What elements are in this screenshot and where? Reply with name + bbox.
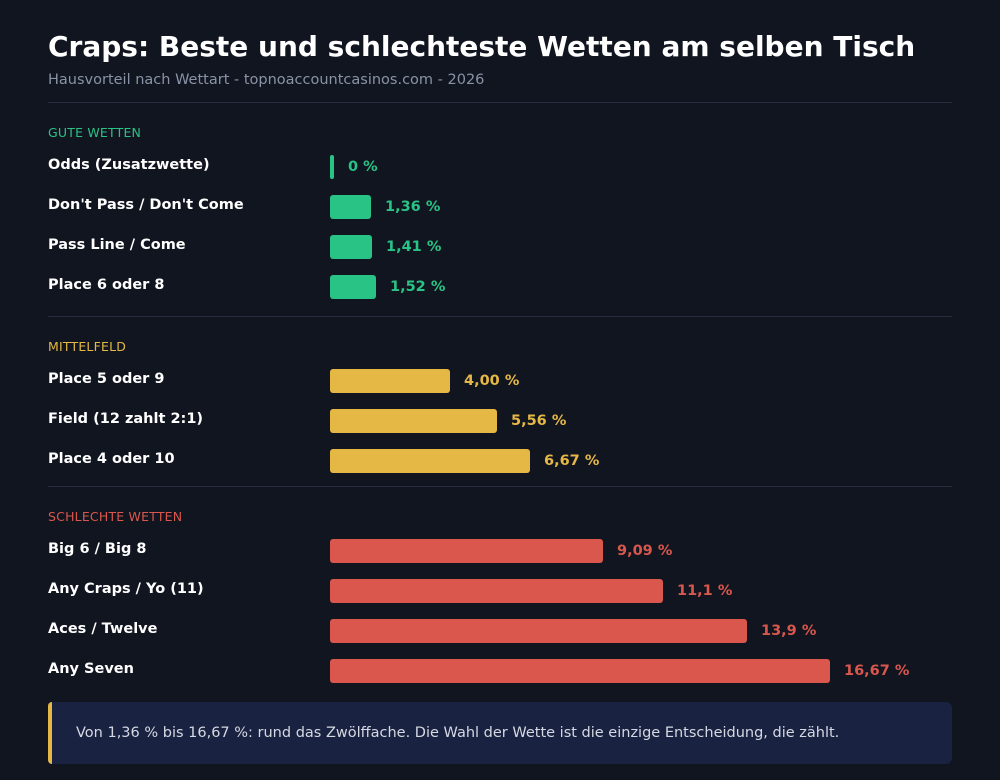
section-label: GUTE WETTEN: [48, 125, 142, 140]
bar-label: Don't Pass / Don't Come: [48, 197, 244, 213]
bar-label: Place 5 oder 9: [48, 371, 165, 387]
bar-value-label: 1,36 %: [385, 199, 441, 215]
bar-label: Field (12 zahlt 2:1): [48, 411, 204, 427]
bar: [330, 409, 497, 433]
bar-label: Any Craps / Yo (11): [48, 581, 204, 597]
bar-label: Pass Line / Come: [48, 237, 186, 253]
bar: [330, 155, 334, 179]
bar-value-label: 5,56 %: [511, 413, 567, 429]
section-divider: [48, 102, 952, 103]
chart-title: Craps: Beste und schlechteste Wetten am …: [48, 30, 916, 63]
note-text: Von 1,36 % bis 16,67 %: rund das Zwölffa…: [76, 725, 840, 741]
summary-note: Von 1,36 % bis 16,67 %: rund das Zwölffa…: [48, 702, 952, 764]
note-accent-bar: [48, 702, 52, 764]
bar-label: Any Seven: [48, 661, 134, 677]
bar: [330, 235, 372, 259]
section-divider: [48, 316, 952, 317]
bar-label: Place 6 oder 8: [48, 277, 165, 293]
bar: [330, 369, 450, 393]
bar-value-label: 1,52 %: [390, 279, 446, 295]
bar-value-label: 11,1 %: [677, 583, 733, 599]
bar-value-label: 1,41 %: [386, 239, 442, 255]
bar-value-label: 16,67 %: [844, 663, 910, 679]
bar-value-label: 0 %: [348, 159, 378, 175]
bar: [330, 619, 747, 643]
section-label: MITTELFELD: [48, 339, 127, 354]
bar-value-label: 4,00 %: [464, 373, 520, 389]
bar: [330, 195, 371, 219]
bar-value-label: 6,67 %: [544, 453, 600, 469]
bar: [330, 449, 530, 473]
bar-label: Odds (Zusatzwette): [48, 157, 210, 173]
bar-value-label: 13,9 %: [761, 623, 817, 639]
section-label: SCHLECHTE WETTEN: [48, 509, 183, 524]
bar-label: Big 6 / Big 8: [48, 541, 147, 557]
section-divider: [48, 486, 952, 487]
chart-subtitle: Hausvorteil nach Wettart - topnoaccountc…: [48, 72, 485, 88]
bar: [330, 579, 663, 603]
bar-label: Aces / Twelve: [48, 621, 158, 637]
bar-label: Place 4 oder 10: [48, 451, 175, 467]
bar: [330, 275, 376, 299]
bar-value-label: 9,09 %: [617, 543, 673, 559]
bar: [330, 659, 830, 683]
bar: [330, 539, 603, 563]
